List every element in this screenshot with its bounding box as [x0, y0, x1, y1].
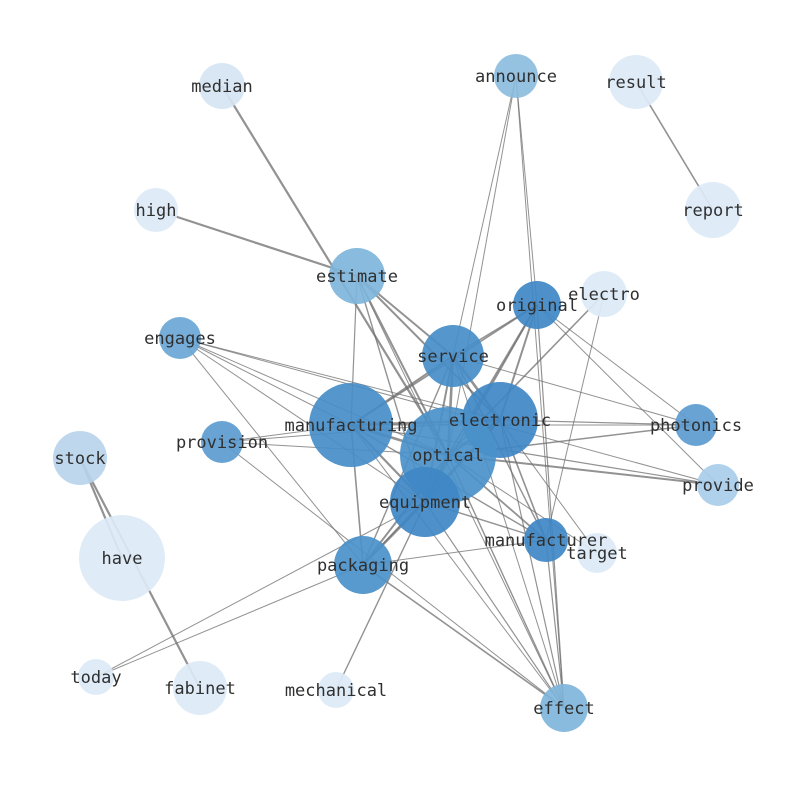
- graph-node-estimate[interactable]: [329, 248, 385, 304]
- graph-node-label-manufacturing: manufacturing: [284, 416, 417, 436]
- graph-node-label-fabinet: fabinet: [164, 679, 236, 699]
- graph-edge: [447, 75, 517, 456]
- graph-node-label-target: target: [566, 544, 627, 564]
- graph-node-have[interactable]: [79, 515, 165, 601]
- graph-node-label-stock: stock: [54, 449, 105, 469]
- graph-node-electro[interactable]: [581, 271, 627, 317]
- graph-edge: [179, 337, 449, 456]
- graph-node-label-median: median: [191, 77, 252, 97]
- graph-edge: [452, 355, 697, 426]
- graph-node-label-provision: provision: [176, 433, 268, 453]
- graph-edge: [452, 75, 517, 357]
- graph-node-label-effect: effect: [533, 699, 594, 719]
- edges-layer: [78, 75, 719, 709]
- graph-node-manufacturing[interactable]: [309, 383, 393, 467]
- graph-node-label-provide: provide: [682, 476, 754, 496]
- graph-edge: [545, 539, 565, 709]
- graph-node-label-estimate: estimate: [316, 267, 398, 287]
- labels-layer: median announce result high report estimate el…: [54, 67, 753, 719]
- graph-edge: [545, 293, 605, 541]
- graph-node-label-announce: announce: [475, 67, 557, 87]
- graph-node-result[interactable]: [609, 55, 663, 109]
- graph-node-fabinet[interactable]: [173, 661, 227, 715]
- graph-edge: [499, 419, 565, 709]
- graph-node-original[interactable]: [513, 281, 561, 329]
- graph-node-label-electro: electro: [568, 285, 640, 305]
- graph-node-label-high: high: [136, 201, 177, 221]
- graph-node-label-today: today: [70, 668, 121, 688]
- graph-node-provision[interactable]: [201, 421, 243, 463]
- graph-node-label-manufacturer: manufacturer: [485, 531, 608, 551]
- graph-node-label-mechanical: mechanical: [285, 681, 387, 701]
- graph-edge: [155, 208, 358, 278]
- graph-node-label-original: original: [496, 296, 578, 316]
- graph-node-effect[interactable]: [540, 684, 588, 732]
- graph-node-announce[interactable]: [494, 54, 538, 98]
- graph-node-equipment[interactable]: [390, 467, 460, 537]
- graph-edge: [536, 304, 565, 709]
- graph-node-label-have: have: [102, 549, 143, 569]
- graph-edge: [221, 441, 565, 709]
- graph-edge: [424, 501, 565, 709]
- graph-node-label-optical: optical: [412, 446, 484, 466]
- graph-node-label-service: service: [417, 347, 489, 367]
- graph-node-stock[interactable]: [53, 431, 107, 485]
- graph-node-label-photonics: photonics: [650, 416, 742, 436]
- graph-node-high[interactable]: [134, 188, 178, 232]
- graph-node-packaging[interactable]: [334, 536, 392, 594]
- graph-node-label-engages: engages: [144, 329, 216, 349]
- graph-node-photonics[interactable]: [675, 404, 717, 446]
- graph-node-target[interactable]: [577, 533, 617, 573]
- graph-node-engages[interactable]: [159, 317, 201, 359]
- graph-edge: [536, 304, 697, 426]
- graph-edge: [362, 539, 547, 566]
- graph-node-manufacturer[interactable]: [524, 518, 568, 562]
- graph-node-median[interactable]: [199, 63, 245, 109]
- graph-edge: [350, 424, 565, 709]
- graph-node-report[interactable]: [685, 182, 741, 238]
- graph-edge: [95, 564, 364, 678]
- graph-edge: [179, 337, 364, 566]
- graph-edge: [95, 501, 426, 678]
- nodes-layer: [53, 54, 741, 732]
- graph-edge: [515, 75, 565, 709]
- graph-edge: [362, 564, 565, 709]
- graph-node-label-packaging: packaging: [317, 556, 409, 576]
- graph-node-label-electronic: electronic: [449, 411, 551, 431]
- graph-node-provide[interactable]: [697, 464, 739, 506]
- graph-node-mechanical[interactable]: [318, 672, 354, 708]
- graph-edge: [179, 337, 426, 503]
- graph-node-label-result: result: [605, 73, 666, 93]
- graph-node-label-report: report: [682, 201, 743, 221]
- graph-node-service[interactable]: [422, 325, 484, 387]
- graph-edge: [179, 337, 501, 421]
- graph-edge: [536, 304, 719, 486]
- graph-edge: [515, 75, 538, 306]
- graph-node-today[interactable]: [78, 659, 114, 695]
- graph-node-label-equipment: equipment: [379, 493, 471, 513]
